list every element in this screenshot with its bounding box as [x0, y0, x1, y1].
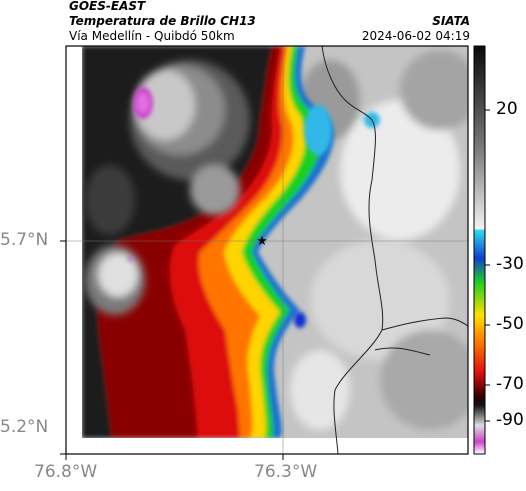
timestamp-label: 2024-06-02 04:19 — [361, 29, 470, 43]
lat-label-2: 5.2°N — [0, 417, 49, 437]
gridlines — [66, 46, 468, 454]
imagery-layer — [82, 46, 468, 438]
colorbar-label-minus30: -30 — [496, 254, 524, 274]
location-marker: ★ — [256, 234, 268, 249]
colorbar-label-minus90: -90 — [496, 410, 524, 430]
lat-label-1: 5.7°N — [0, 230, 49, 250]
agency-label: SIATA — [432, 14, 470, 28]
lon-label-2: 76.3°W — [254, 462, 318, 482]
border-lines — [321, 45, 469, 455]
lon-label-1: 76.8°W — [34, 462, 98, 482]
map-frame — [65, 45, 469, 455]
colorbar-label-20: 20 — [496, 99, 518, 119]
source-title: GOES-EAST — [69, 0, 146, 13]
product-title: Temperatura de Brillo CH13 — [69, 14, 256, 28]
colorbar-label-minus70: -70 — [496, 374, 524, 394]
route-subtitle: Vía Medellín - Quibdó 50km — [69, 29, 235, 43]
colorbar-label-minus50: -50 — [496, 314, 524, 334]
axis-ticks — [60, 240, 284, 460]
